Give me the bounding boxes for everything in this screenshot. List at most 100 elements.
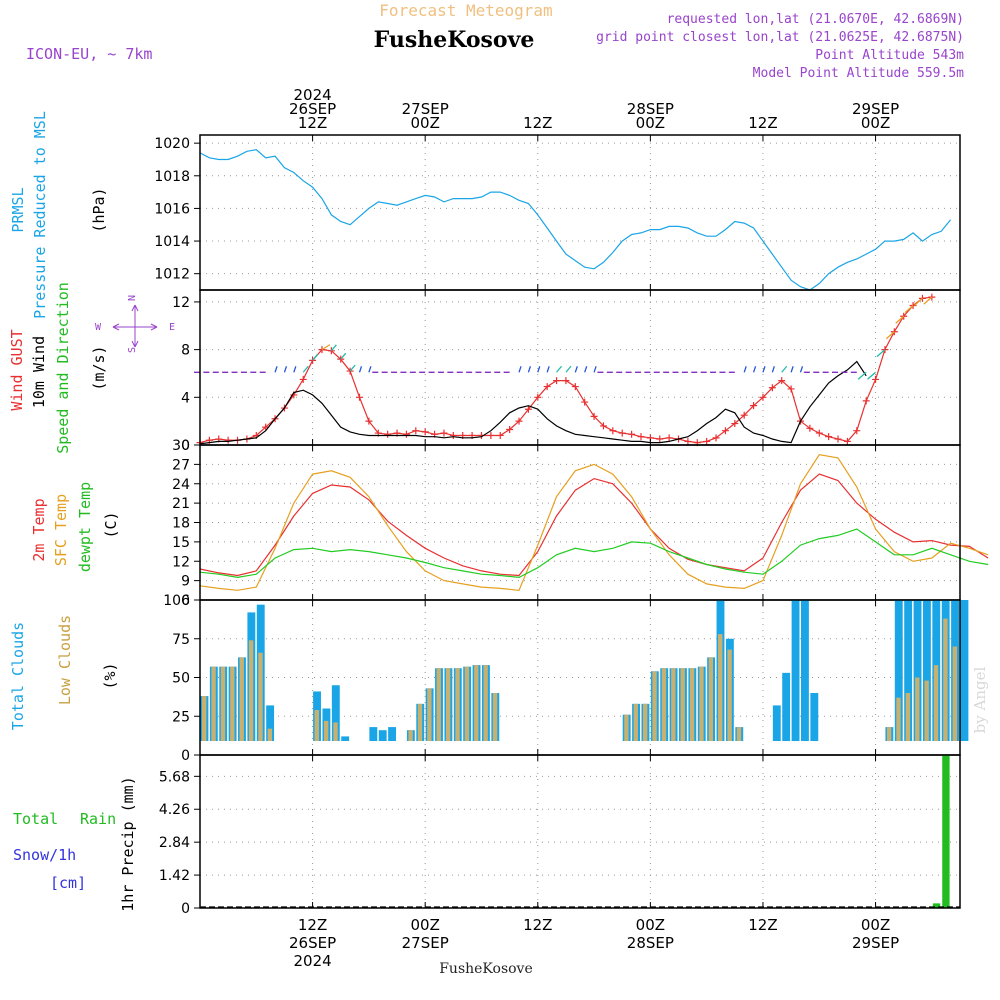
compass-e: E <box>169 322 175 333</box>
point-altitude: Point Altitude 543m <box>815 48 964 63</box>
y-tick-label: 50 <box>172 671 190 687</box>
total-cloud-bar <box>800 600 809 741</box>
wind-direction-arrow <box>790 366 794 373</box>
wind-direction-arrow <box>340 352 347 360</box>
y-tick-label: 0 <box>181 901 190 917</box>
pressure-labels: PRMSL Pressure Reduced to MSL (hPa) <box>9 111 108 319</box>
gust-marker <box>365 417 373 425</box>
wind-direction-arrow <box>895 315 905 324</box>
credit-label: by Angel <box>971 666 989 733</box>
top-time-label: 12Z <box>748 114 777 132</box>
low-cloud-bar <box>624 714 629 741</box>
y-tick-label: 18 <box>172 516 190 532</box>
gust-marker <box>843 437 851 445</box>
precip-unit-label: 1hr Precip (mm) <box>119 776 137 911</box>
gust-marker <box>787 385 795 393</box>
gust-marker <box>853 427 861 435</box>
y-tick-label: 6 <box>181 593 190 609</box>
total-cloud-bar <box>810 693 819 741</box>
y-tick-label: 100 <box>163 593 190 609</box>
top-time-label: 12Z <box>298 114 327 132</box>
product-title: Forecast Meteogram <box>379 1 552 20</box>
low-cloud-bar <box>736 727 742 741</box>
y-tick-label: 1018 <box>154 169 190 185</box>
model-altitude: Model Point Altitude 559.5m <box>753 66 964 81</box>
gust-marker <box>590 412 598 420</box>
total-label: Total <box>13 810 58 828</box>
y-tick-label: 1014 <box>154 234 190 250</box>
wind-direction-arrow <box>556 365 563 373</box>
gust-marker <box>506 426 514 433</box>
bottom-time-label: 00Z <box>636 916 665 934</box>
gust-marker <box>543 383 551 391</box>
low-cloud-bar <box>492 693 498 741</box>
wind-direction-arrow <box>771 366 775 373</box>
wind-direction-arrow <box>584 366 588 373</box>
gust-marker <box>656 435 664 443</box>
y-tick-label: 0 <box>181 748 190 764</box>
top-time-label: 27SEP <box>402 100 449 118</box>
wind-direction-arrow <box>752 366 757 373</box>
gust-marker <box>524 405 532 413</box>
gust-marker <box>327 347 335 355</box>
low-cloud-bar <box>258 652 263 741</box>
wind-direction-arrow <box>574 366 578 373</box>
y-tick-label: 12 <box>172 295 190 311</box>
wind-direction-arrow <box>914 297 923 306</box>
prmsl-desc-label: Pressure Reduced to MSL <box>31 111 49 319</box>
wind-direction-arrow <box>274 366 278 373</box>
y-tick-label: 5.68 <box>159 769 190 785</box>
low-cloud-bar <box>220 666 226 741</box>
low-cloud-bar <box>661 668 667 741</box>
low-cloud-bar <box>230 666 235 741</box>
compass-lines <box>112 304 158 348</box>
precipitation-frame <box>199 754 961 909</box>
gust-marker <box>599 422 607 430</box>
wind-direction-arrow <box>904 305 914 313</box>
gust-marker <box>731 420 739 428</box>
temp2m-label: 2m Temp <box>30 498 48 561</box>
y-tick-label: 1020 <box>154 136 190 152</box>
snow-label: Snow/1h <box>13 846 76 864</box>
prmsl-unit-label: (hPa) <box>90 187 108 232</box>
wind-direction-arrow <box>546 366 550 373</box>
wind-direction-arrow <box>293 366 297 373</box>
compass-rose: N S W E <box>95 295 175 353</box>
total-clouds-label: Total Clouds <box>9 622 27 730</box>
low-cloud-bar <box>727 649 732 741</box>
total-cloud-bar <box>378 730 387 741</box>
gust-marker <box>496 431 504 439</box>
wind-direction-arrow <box>867 371 876 380</box>
2m-temp-line <box>199 473 989 577</box>
low-cloud-bar <box>896 697 901 741</box>
low-cloud-bar <box>933 665 939 741</box>
precipitation-panel: 0 1.42 2.84 4.26 5.68 <box>159 754 961 917</box>
y-tick-label: 24 <box>172 477 190 493</box>
wind-direction-arrow <box>593 366 597 373</box>
total-cloud-bar <box>369 727 378 741</box>
wind-panel: 0 4 8 12 <box>172 289 961 454</box>
clouds-panel: 0 25 50 75 100 <box>163 593 969 764</box>
gust-marker <box>806 424 814 432</box>
y-tick-label: 1.42 <box>159 868 190 884</box>
wind10-label: 10m Wind <box>30 336 48 408</box>
top-time-label: 12Z <box>523 114 552 132</box>
model-label: ICON-EU, ~ 7km <box>26 45 152 63</box>
gust-marker <box>834 435 842 443</box>
wind-direction-arrow <box>799 366 804 373</box>
top-time-label: 29SEP <box>852 100 899 118</box>
total-cloud-bar <box>922 600 931 741</box>
compass-n: N <box>127 295 138 301</box>
rain-label: Rain <box>80 810 116 828</box>
gust-marker <box>440 429 448 437</box>
low-cloud-bar <box>267 728 273 741</box>
bottom-time-label: 29SEP <box>852 934 899 952</box>
compass-s: S <box>127 347 138 353</box>
wind-frame <box>199 289 961 446</box>
low-cloud-bar <box>314 710 319 741</box>
total-cloud-bar <box>904 600 913 741</box>
low-cloud-bar <box>248 640 254 741</box>
temp-unit-label: (C) <box>102 511 120 538</box>
low-cloud-bar <box>924 680 929 741</box>
